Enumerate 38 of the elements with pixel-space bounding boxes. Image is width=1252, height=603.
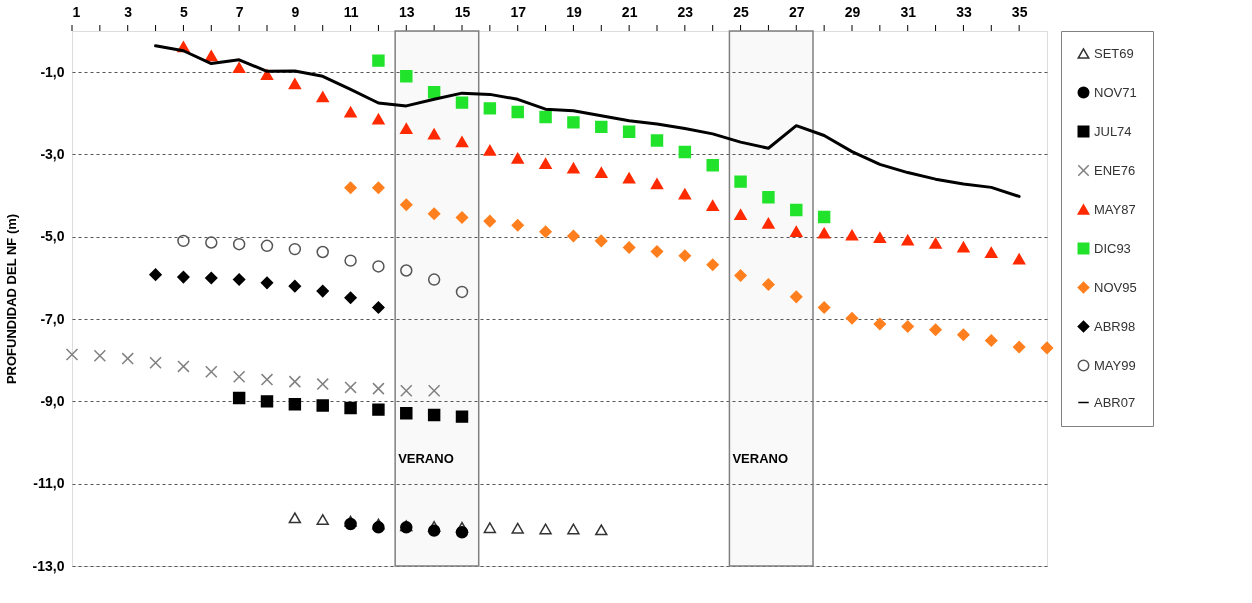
band-label: VERANO xyxy=(398,451,454,466)
legend-label: ABR07 xyxy=(1094,394,1136,410)
x-tick-label: 25 xyxy=(733,3,750,20)
x-tick-label: 9 xyxy=(291,3,300,20)
x-tick-label: 3 xyxy=(124,3,133,20)
y-tick-label: -11,0 xyxy=(33,475,65,492)
x-tick-label: 11 xyxy=(343,3,359,20)
y-axis-title: PROFUNDIDAD DEL NF (m) xyxy=(3,213,19,385)
x-tick-label: 33 xyxy=(956,3,972,20)
x-tick-label: 17 xyxy=(510,3,527,20)
legend-label: ABR98 xyxy=(1094,318,1136,334)
y-tick-label: -13,0 xyxy=(32,557,65,574)
x-tick-label: 7 xyxy=(235,3,244,20)
x-tick-label: 13 xyxy=(399,3,415,20)
y-tick-label: -1,0 xyxy=(40,63,65,80)
y-tick-label: -7,0 xyxy=(40,310,65,327)
x-tick-label: 31 xyxy=(900,3,917,20)
legend-label: ENE76 xyxy=(1094,162,1136,178)
legend-label: NOV95 xyxy=(1094,279,1137,295)
legend-label: DIC93 xyxy=(1094,240,1131,256)
x-tick-label: 27 xyxy=(789,3,805,20)
y-tick-label: -3,0 xyxy=(40,145,65,162)
x-tick-label: 15 xyxy=(454,3,471,20)
y-tick-label: -9,0 xyxy=(40,392,65,409)
x-tick-label: 29 xyxy=(844,3,861,20)
x-tick-label: 35 xyxy=(1011,3,1028,20)
band-label: VERANO xyxy=(732,451,789,466)
x-tick-label: 1 xyxy=(72,3,81,20)
x-tick-label: 21 xyxy=(621,3,638,20)
legend-label: MAY87 xyxy=(1094,201,1136,217)
legend-label: SET69 xyxy=(1094,45,1134,61)
legend-label: NOV71 xyxy=(1094,84,1137,100)
legend-label: JUL74 xyxy=(1094,123,1132,139)
x-tick-label: 19 xyxy=(566,3,582,20)
legend-label: MAY99 xyxy=(1094,357,1136,373)
y-tick-label: -5,0 xyxy=(40,228,65,245)
x-tick-label: 23 xyxy=(677,3,694,20)
x-tick-label: 5 xyxy=(180,3,189,20)
